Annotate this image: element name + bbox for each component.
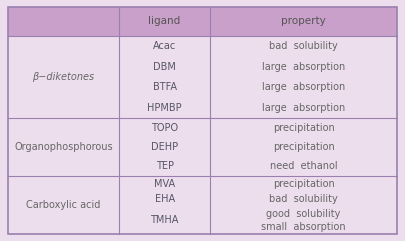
Text: need  ethanol: need ethanol bbox=[270, 161, 337, 171]
Text: precipitation: precipitation bbox=[273, 123, 335, 133]
Text: precipitation: precipitation bbox=[273, 179, 335, 189]
Text: large  absorption: large absorption bbox=[262, 103, 345, 113]
Text: bad  solubility: bad solubility bbox=[269, 194, 338, 204]
Text: precipitation: precipitation bbox=[273, 142, 335, 152]
Bar bbox=[8, 118, 397, 176]
Text: large  absorption: large absorption bbox=[262, 82, 345, 92]
Text: Carboxylic acid: Carboxylic acid bbox=[26, 200, 101, 210]
Text: DEHP: DEHP bbox=[151, 142, 178, 152]
Bar bbox=[8, 36, 397, 118]
Text: EHA: EHA bbox=[155, 194, 175, 204]
Text: TMHA: TMHA bbox=[150, 215, 179, 226]
Bar bbox=[8, 176, 397, 234]
Text: TEP: TEP bbox=[156, 161, 174, 171]
Text: bad  solubility: bad solubility bbox=[269, 41, 338, 51]
Text: ligand: ligand bbox=[149, 16, 181, 26]
Text: β−diketones: β−diketones bbox=[32, 72, 94, 82]
Bar bbox=[8, 7, 397, 35]
Text: property: property bbox=[281, 16, 326, 26]
Text: Organophosphorous: Organophosphorous bbox=[14, 142, 113, 152]
Text: BTFA: BTFA bbox=[153, 82, 177, 92]
Text: DBM: DBM bbox=[153, 61, 176, 72]
Text: MVA: MVA bbox=[154, 179, 175, 189]
Text: TOPO: TOPO bbox=[151, 123, 178, 133]
Text: large  absorption: large absorption bbox=[262, 61, 345, 72]
Text: good  solubility
small  absorption: good solubility small absorption bbox=[261, 209, 346, 232]
Text: HPMBP: HPMBP bbox=[147, 103, 182, 113]
Text: Acac: Acac bbox=[153, 41, 176, 51]
